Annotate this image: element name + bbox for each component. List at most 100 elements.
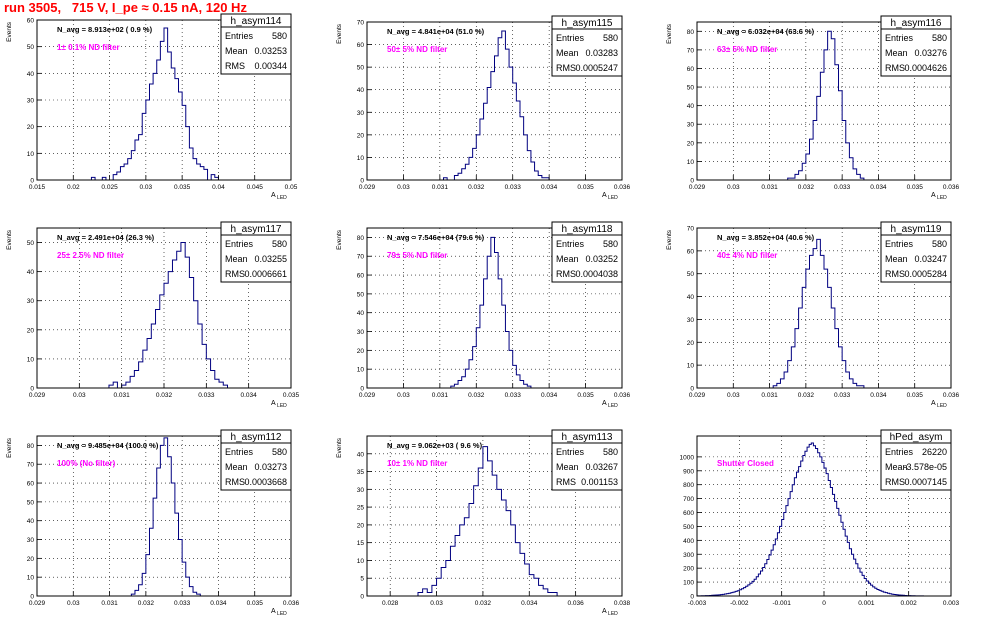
x-tick-label: 0.029 [359, 392, 376, 399]
stats-box [220, 429, 292, 491]
y-axis-label: Events [6, 437, 13, 458]
y-tick-label: 10 [27, 151, 35, 158]
stats-value-entries: 580 [932, 239, 947, 249]
x-tick-label: 0.032 [798, 184, 815, 191]
y-tick-label: 0 [690, 386, 694, 393]
y-tick-label: 5 [360, 576, 364, 583]
stats-value-rms: 0.0005284 [904, 269, 947, 279]
y-tick-label: 60 [687, 248, 695, 255]
x-axis-label-sub: LED [607, 611, 619, 617]
y-tick-label: 200 [683, 566, 694, 573]
y-tick-label: 10 [357, 155, 365, 162]
y-tick-label: 300 [683, 552, 694, 559]
y-tick-label: 0 [690, 178, 694, 185]
y-tick-label: 10 [27, 575, 35, 582]
stats-box [220, 221, 292, 283]
x-tick-label: 0 [822, 600, 826, 607]
x-tick-label: 0.031 [114, 392, 131, 399]
x-tick-label: 0.015 [29, 184, 46, 191]
y-tick-label: 30 [27, 98, 35, 105]
x-tick-label: 0.03 [727, 184, 740, 191]
y-tick-label: 0 [30, 594, 34, 601]
x-tick-label: 0.003 [943, 600, 960, 607]
stats-label-rms: RMS [885, 477, 905, 487]
x-tick-label: 0.03 [727, 392, 740, 399]
y-tick-label: 20 [357, 132, 365, 139]
stats-value-rms: 0.0004038 [575, 269, 618, 279]
navg-label: N_avg = 8.913e+02 ( 0.9 %) [57, 25, 153, 34]
x-tick-label: 0.033 [834, 184, 851, 191]
y-tick-label: 1000 [680, 454, 695, 461]
x-tick-label: 0.03 [430, 600, 443, 607]
y-tick-label: 50 [27, 240, 35, 247]
x-tick-label: 0.031 [761, 184, 778, 191]
panel-h_asym116: 0.029 0.03 0.031 0.032 0.033 0.034 0.035 0.036 0… [666, 15, 960, 201]
histogram-line-hPed_asym [696, 442, 951, 597]
x-tick-label: 0.035 [577, 392, 594, 399]
stats-value-rms: 0.0006661 [244, 269, 287, 279]
y-tick-label: 50 [357, 291, 365, 298]
y-tick-label: 60 [27, 18, 35, 25]
y-tick-label: 70 [357, 254, 365, 261]
filter-annotation: 25± 2.5% ND filter [57, 251, 124, 260]
y-axis-label: Events [336, 229, 343, 250]
stats-label-mean: Mean [225, 254, 248, 264]
run-title: run 3505, 715 V, I_pe ≈ 0.15 nA, 120 Hz [4, 0, 247, 15]
navg-label: N_avg = 6.032e+04 (63.6 %) [717, 27, 815, 36]
y-tick-label: 900 [683, 468, 694, 475]
y-tick-label: 70 [687, 226, 695, 233]
y-axis-label: Events [336, 23, 343, 44]
x-tick-label: 0.002 [901, 600, 918, 607]
y-tick-label: 100 [683, 580, 694, 587]
y-tick-label: 60 [27, 481, 35, 488]
stats-label-entries: Entries [885, 239, 914, 249]
y-tick-label: 80 [27, 443, 35, 450]
y-tick-label: 35 [357, 469, 365, 476]
stats-value-mean: 0.03253 [254, 46, 287, 56]
x-tick-label: 0.035 [907, 184, 924, 191]
x-axis-label: A LED [931, 192, 947, 201]
y-tick-label: 20 [27, 556, 35, 563]
y-tick-label: 50 [687, 85, 695, 92]
plot-frame [696, 21, 952, 181]
x-tick-label: 0.033 [198, 392, 215, 399]
x-tick-label: 0.035 [577, 184, 594, 191]
x-tick-label: 0.031 [432, 392, 449, 399]
stats-label-rms: RMS [225, 477, 245, 487]
x-axis-label-sub: LED [607, 403, 619, 409]
stats-value-rms: 0.0005247 [575, 63, 618, 73]
y-tick-label: 500 [683, 524, 694, 531]
x-axis-label: A LED [602, 192, 618, 201]
x-tick-label: 0.033 [834, 392, 851, 399]
y-tick-label: 70 [357, 20, 365, 27]
filter-annotation: Shutter Closed [717, 459, 774, 468]
stats-box [880, 221, 952, 283]
y-tick-label: 50 [357, 65, 365, 72]
x-tick-label: 0.029 [29, 600, 46, 607]
y-tick-label: 40 [357, 451, 365, 458]
x-axis-label-sub: LED [276, 195, 288, 201]
x-axis-label-sub: LED [276, 611, 288, 617]
x-tick-label: -0.002 [730, 600, 749, 607]
stats-value-rms: 0.0004626 [904, 63, 947, 73]
stats-value-mean: 0.03255 [254, 254, 287, 264]
panel-h_asym114: 0.015 0.02 0.025 0.03 0.035 0.04 0.045 0.05 0 10 2… [6, 13, 298, 201]
x-tick-label: 0.034 [870, 184, 887, 191]
y-tick-label: 10 [687, 159, 695, 166]
x-tick-label: 0.036 [614, 184, 631, 191]
y-tick-label: 40 [357, 310, 365, 317]
x-tick-label: 0.035 [174, 184, 191, 191]
y-tick-label: 0 [30, 386, 34, 393]
filter-annotation: 40± 4% ND filter [717, 251, 777, 260]
x-tick-label: 0.036 [943, 184, 960, 191]
stats-label-rms: RMS [225, 269, 245, 279]
histogram-name: hPed_asym [890, 432, 943, 443]
y-axis-label: Events [336, 437, 343, 458]
stats-value-entries: 580 [603, 239, 618, 249]
x-axis-label-sub: LED [607, 195, 619, 201]
x-tick-label: 0.032 [798, 392, 815, 399]
x-tick-label: 0.029 [359, 184, 376, 191]
y-axis-label: Events [666, 23, 673, 44]
stats-box [220, 13, 292, 75]
stats-label-mean: Mean [556, 462, 579, 472]
